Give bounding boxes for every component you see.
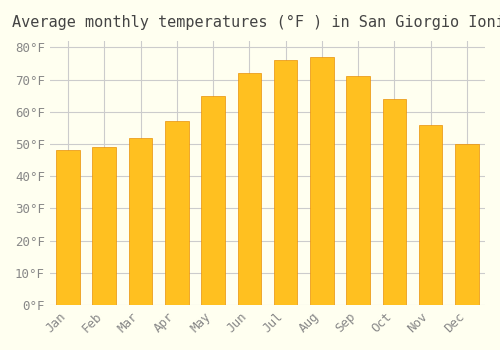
Title: Average monthly temperatures (°F ) in San Giorgio Ionico: Average monthly temperatures (°F ) in Sa… [12, 15, 500, 30]
Bar [419, 125, 442, 305]
Bar [455, 144, 478, 305]
Bar [202, 96, 225, 305]
Bar [274, 60, 297, 305]
Bar [310, 57, 334, 305]
Bar [92, 147, 116, 305]
Bar [346, 76, 370, 305]
Bar [56, 150, 80, 305]
Bar [128, 138, 152, 305]
Bar [382, 99, 406, 305]
Bar [165, 121, 188, 305]
Bar [238, 73, 261, 305]
